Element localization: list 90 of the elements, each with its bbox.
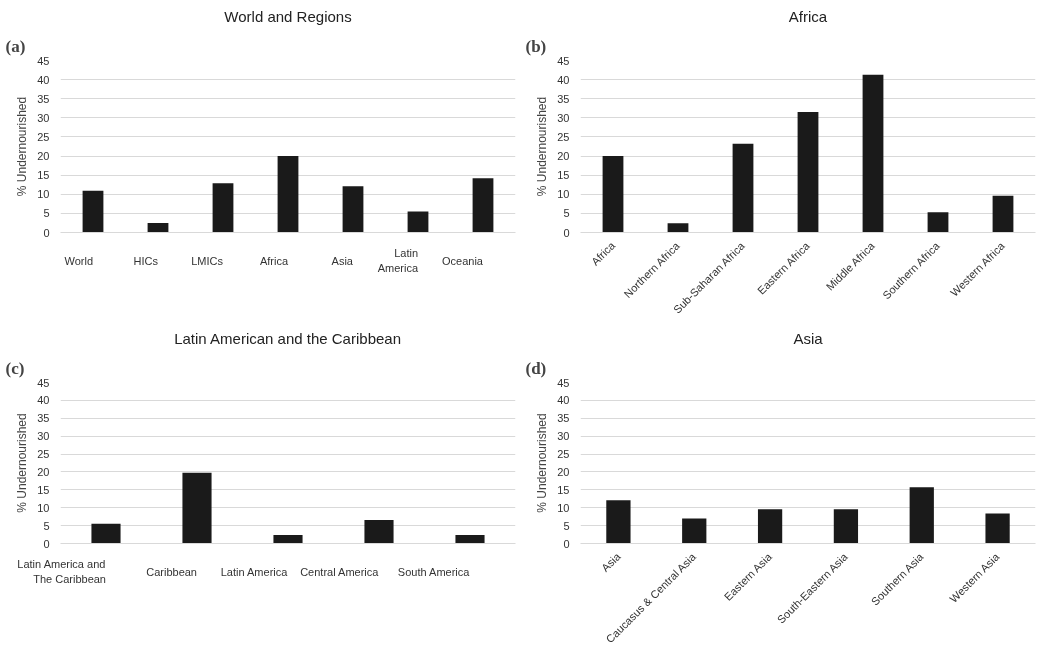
y-tick-label: 25: [37, 130, 50, 143]
y-tick-label: 5: [563, 207, 570, 220]
y-tick-label: 40: [557, 394, 570, 407]
bar: [757, 509, 783, 544]
bar: [797, 112, 819, 233]
bar: [985, 513, 1010, 544]
x-tick-label: Asia: [331, 254, 354, 267]
x-tick-label: Africa: [259, 254, 289, 267]
y-tick-label: 30: [557, 111, 570, 124]
y-tick-label: 15: [37, 483, 50, 496]
x-tick-label: World: [64, 254, 94, 267]
x-tick-label: Central America: [300, 565, 380, 578]
bar: [992, 195, 1014, 233]
bar: [212, 183, 234, 233]
chart-title: Latin American and the Caribbean: [174, 329, 402, 347]
x-tick-label: South America: [397, 565, 471, 578]
y-tick-label: 45: [557, 54, 570, 67]
y-axis-title: % Undernourished: [15, 96, 30, 197]
y-tick-label: 35: [37, 92, 50, 105]
bar: [606, 500, 631, 544]
text: (b): [525, 36, 547, 56]
y-tick-label: 20: [557, 150, 570, 163]
y-tick-label: 25: [37, 448, 50, 461]
y-tick-label: 35: [557, 92, 570, 105]
bar: [82, 190, 104, 233]
y-tick-label: 15: [557, 169, 570, 182]
y-tick-label: 45: [557, 376, 570, 389]
bar: [667, 223, 689, 233]
x-tick-label: Latin America: [220, 565, 289, 578]
y-tick-label: 30: [37, 111, 50, 124]
x-tick-label: Asia: [599, 549, 624, 574]
bar: [909, 487, 934, 544]
y-tick-label: 20: [37, 150, 50, 163]
y-tick-label: 10: [557, 188, 570, 201]
y-tick-label: 5: [43, 519, 50, 532]
y-tick-label: 30: [37, 430, 50, 443]
y-axis-title: % Undernourished: [535, 96, 550, 197]
x-tick-label: Latin America: [377, 247, 419, 274]
y-tick-label: 0: [563, 226, 570, 239]
x-tick-label: Latin America and The Caribbean: [17, 558, 107, 585]
y-tick-label: 20: [557, 465, 570, 478]
y-tick-label: 5: [43, 207, 50, 220]
bar: [455, 534, 485, 544]
y-tick-label: 25: [557, 448, 570, 461]
bar: [833, 509, 859, 544]
y-tick-label: 10: [557, 501, 570, 514]
y-tick-label: 0: [563, 537, 570, 550]
y-tick-label: 45: [37, 376, 50, 389]
text: (c): [5, 358, 25, 378]
bar: [472, 178, 494, 233]
bar: [182, 472, 212, 544]
y-tick-label: 10: [37, 188, 50, 201]
bar: [602, 156, 624, 233]
y-tick-label: 45: [37, 54, 50, 67]
x-tick-label: Oceania: [442, 254, 484, 267]
y-tick-label: 25: [557, 130, 570, 143]
x-tick-label: LMICs: [191, 254, 224, 267]
bar: [682, 518, 707, 544]
bar: [862, 74, 884, 233]
x-tick-label: Caribbean: [146, 565, 198, 578]
text: (a): [5, 36, 26, 56]
y-tick-label: 35: [557, 412, 570, 425]
bar: [927, 212, 949, 233]
y-tick-label: 15: [557, 483, 570, 496]
chart-title: Africa: [788, 7, 828, 25]
bar: [732, 143, 754, 233]
bar: [91, 523, 121, 544]
y-tick-label: 40: [37, 73, 50, 86]
y-tick-label: 40: [557, 73, 570, 86]
y-tick-label: 30: [557, 430, 570, 443]
y-tick-label: 15: [37, 169, 50, 182]
text: (d): [525, 358, 547, 378]
bar: [147, 222, 169, 233]
x-tick-label: HICs: [133, 254, 159, 267]
y-axis-title: % Undernourished: [15, 413, 30, 513]
y-tick-label: 0: [43, 226, 50, 239]
y-tick-label: 35: [37, 412, 50, 425]
chart-title: World and Regions: [224, 7, 352, 25]
y-tick-label: 10: [37, 501, 50, 514]
y-tick-label: 0: [43, 537, 50, 550]
bar: [342, 186, 364, 233]
bar: [277, 156, 299, 233]
y-tick-label: 20: [37, 465, 50, 478]
bar: [273, 534, 303, 544]
y-tick-label: 5: [563, 519, 570, 532]
bar: [407, 211, 429, 233]
y-tick-label: 40: [37, 394, 50, 407]
y-axis-title: % Undernourished: [535, 413, 550, 513]
bar: [364, 519, 394, 544]
chart-title: Asia: [793, 329, 824, 347]
